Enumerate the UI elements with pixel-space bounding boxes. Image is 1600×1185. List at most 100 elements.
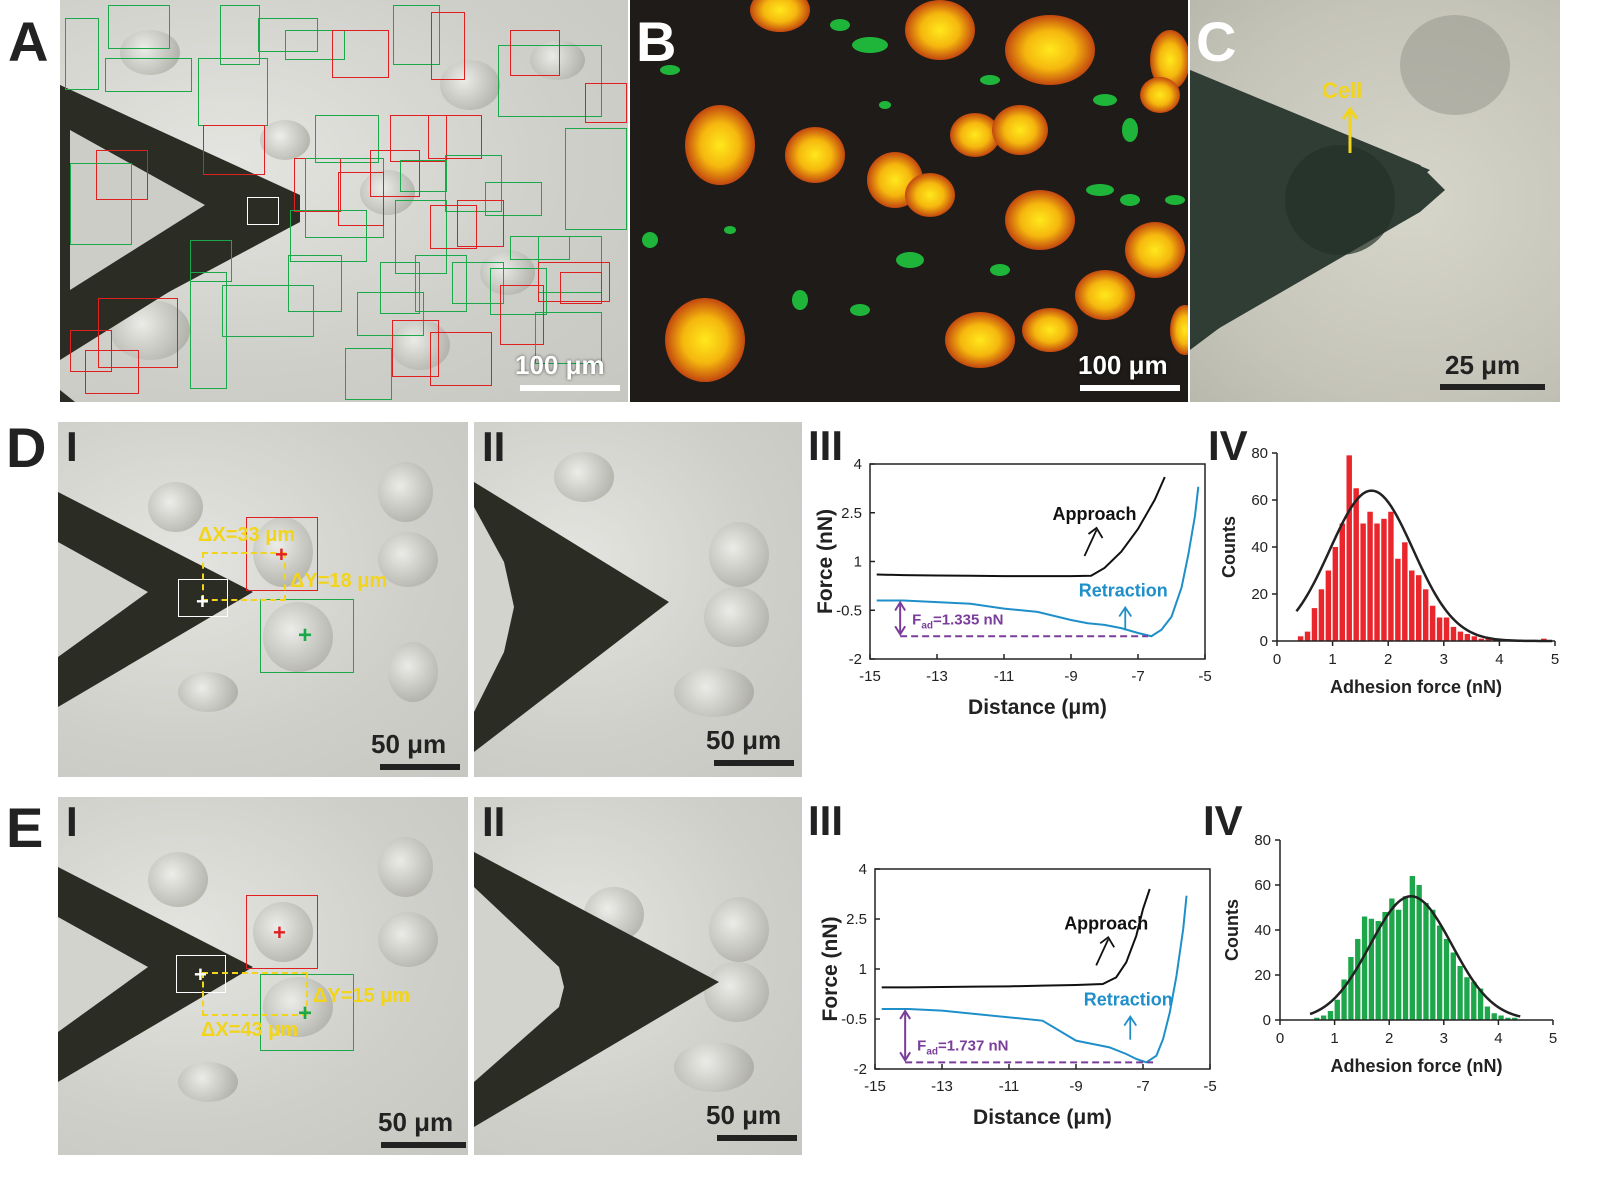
retraction-label: Retraction [1079, 581, 1168, 601]
x-tick-label: -13 [926, 668, 948, 685]
histogram-bar [1471, 981, 1477, 1020]
histogram-bar [1436, 925, 1443, 1020]
scale-bar-label-d-ii: 50 μm [706, 725, 782, 755]
histogram-bar [1450, 626, 1457, 641]
histogram-bar [1409, 570, 1415, 641]
histogram-bar [1402, 896, 1409, 1020]
sub-label-d-iv: IV [1208, 422, 1248, 469]
histogram-bar [1429, 605, 1436, 641]
histogram-bar [1320, 1015, 1327, 1020]
cell-arrow-icon [1341, 106, 1359, 153]
histogram-bar [1353, 488, 1359, 641]
histogram-bar [1355, 939, 1361, 1020]
x-tick-label: -15 [864, 1078, 886, 1095]
x-tick-label: -9 [1069, 1078, 1082, 1095]
x-tick-label: 2 [1384, 651, 1392, 668]
cantilever-d-i [58, 492, 253, 707]
histogram-bar [1443, 939, 1450, 1020]
fluorescence-cells [642, 0, 1188, 382]
histogram-bar [1402, 542, 1408, 641]
histogram-bar [1436, 617, 1443, 641]
x-tick-label: 5 [1549, 1030, 1557, 1047]
panel-e-i-image: + + + ΔY=15 μm ΔX=43 μm I 50 μm [58, 797, 468, 1155]
panel-c-image: C Cell 25 μm [1190, 0, 1560, 402]
y-axis-label: Counts [1222, 899, 1242, 961]
histogram-bar [1416, 885, 1422, 1020]
x-tick-label: 1 [1330, 1030, 1338, 1047]
histogram-bar [1443, 617, 1450, 641]
approach-curve [881, 888, 1151, 989]
histogram-bar [1505, 1017, 1511, 1020]
histogram-bar [1478, 638, 1484, 641]
histogram-bar [1346, 455, 1352, 641]
histogram-e: 0 1 2 3 4 5 0 20 40 60 80 Adhesion force (nN) Counts [1222, 832, 1557, 1076]
x-tick-label: 1 [1328, 651, 1336, 668]
histogram-bar [1314, 1017, 1320, 1020]
histogram-bar [1485, 638, 1491, 641]
y-tick-label: 80 [1251, 445, 1268, 462]
y-tick-label: 4 [859, 861, 867, 878]
fad-arrow-head-down [894, 625, 906, 637]
y-axis-label: Force (nN) [814, 509, 837, 614]
scale-bar-label-b: 100 μm [1078, 350, 1168, 380]
y-axis-label: Force (nN) [819, 917, 842, 1022]
histogram-bar [1348, 957, 1354, 1020]
histogram-bar [1381, 518, 1387, 641]
cantilever-e-ii [474, 852, 719, 1127]
histogram-bar [1484, 1006, 1491, 1020]
scale-bar-label-d-i: 50 μm [371, 729, 447, 759]
y-tick-label: -2 [854, 1061, 867, 1078]
gaussian-fit-curve [1309, 894, 1521, 1018]
histogram-bar [1498, 1015, 1504, 1020]
y-tick-label: 2.5 [841, 505, 862, 522]
sub-label-e-i: I [66, 798, 78, 845]
cantilever-d-ii [474, 482, 669, 752]
scale-bar-label-a: 100 μm [515, 350, 605, 380]
x-tick-label: -11 [999, 1078, 1020, 1095]
histogram-bar [1297, 636, 1304, 641]
sub-label-e-iii: III [808, 797, 844, 844]
y-tick-label: 1 [854, 554, 862, 571]
sub-label-d-i: I [66, 423, 78, 470]
y-tick-label: 40 [1254, 922, 1271, 939]
histogram-bar [1341, 979, 1347, 1020]
x-axis-label: Distance (μm) [973, 1106, 1112, 1129]
panel-label-d: D [6, 416, 47, 479]
y-axis-label: Counts [1219, 516, 1239, 578]
x-tick-label: -13 [931, 1078, 953, 1095]
fad-arrow-head-up [899, 1009, 911, 1020]
tip-box-a [247, 197, 279, 225]
x-tick-label: 5 [1551, 651, 1559, 668]
histogram-bar [1464, 977, 1470, 1020]
histogram-bar [1457, 631, 1464, 641]
y-tick-label: 2.5 [846, 911, 867, 928]
histogram-bar [1422, 589, 1429, 641]
histogram-bar [1450, 952, 1456, 1020]
histogram-bar [1367, 511, 1373, 641]
approach-arrow [1095, 938, 1110, 966]
y-tick-label: -0.5 [841, 1011, 867, 1028]
panel-e-ii-image: II 50 μm [474, 797, 802, 1155]
histogram-bar [1334, 999, 1340, 1020]
x-axis-label: Distance (μm) [968, 696, 1107, 719]
histogram-bar [1491, 1013, 1497, 1020]
y-tick-label: 20 [1254, 967, 1271, 984]
y-tick-label: 60 [1254, 877, 1271, 894]
histogram-bar [1368, 918, 1375, 1020]
histogram-bar [1311, 608, 1318, 641]
x-tick-label: -15 [859, 668, 881, 685]
histogram-bar [1339, 523, 1345, 641]
y-tick-label: 1 [859, 961, 867, 978]
fad-arrow-head-down [899, 1051, 911, 1063]
retraction-curve [881, 895, 1188, 1064]
histogram-bar [1375, 921, 1381, 1020]
force-curve-e: -15 -13 -11 -9 -7 -5 4 2.5 1 -0.5 -2 Distance (μm) F… [819, 861, 1217, 1129]
scale-bar-label-c: 25 μm [1445, 350, 1521, 380]
cantilever-e-i [58, 867, 253, 1082]
histogram-bar [1416, 575, 1422, 641]
approach-label: Approach [1064, 913, 1148, 933]
dy-label-d: ΔY=18 μm [290, 570, 388, 592]
x-tick-label: -11 [994, 668, 1015, 685]
histogram-bar [1388, 511, 1394, 641]
x-axis-label: Adhesion force (nN) [1330, 1056, 1502, 1076]
